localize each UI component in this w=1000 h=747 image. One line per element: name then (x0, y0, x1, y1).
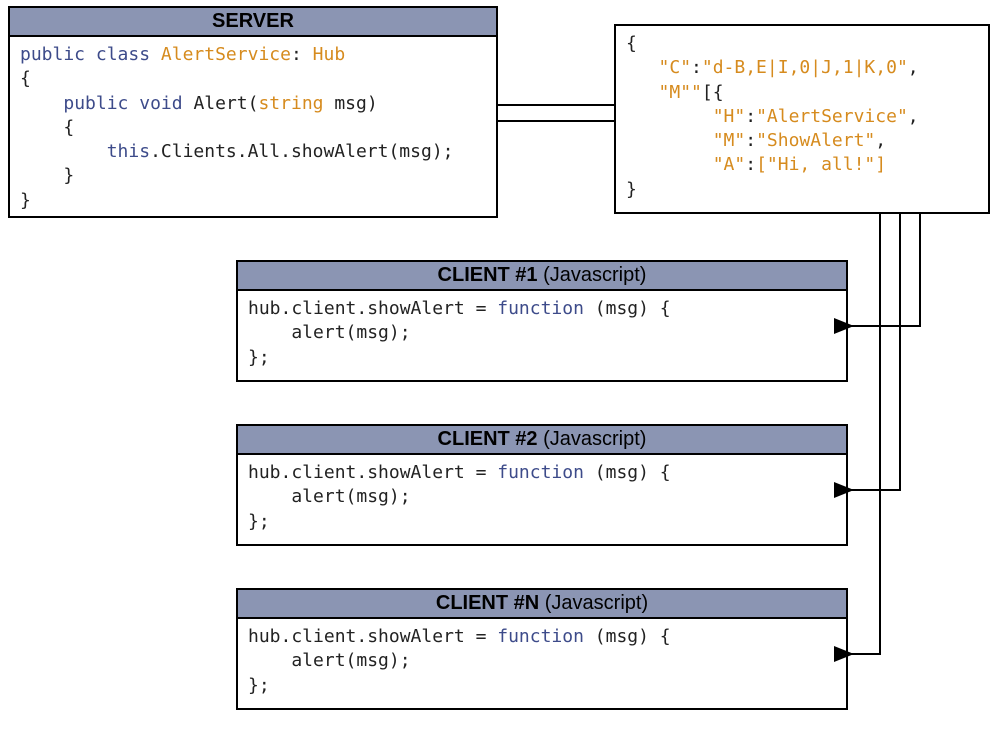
type-hub: Hub (313, 44, 346, 65)
json-m2-val: "ShowAlert" (756, 130, 875, 151)
kw-public-2: public (63, 93, 128, 114)
server-header: SERVER (10, 8, 496, 37)
kw-function-2: function (497, 462, 584, 483)
kw-public: public (20, 44, 85, 65)
clientn-header: CLIENT #N (Javascript) (238, 590, 846, 619)
method-alert: Alert (193, 93, 247, 114)
server-box: SERVER public class AlertService: Hub { … (8, 6, 498, 218)
client2-title-bold: CLIENT #2 (438, 428, 538, 450)
kw-this: this (107, 141, 150, 162)
clientn-box: CLIENT #N (Javascript) hub.client.showAl… (236, 588, 848, 710)
client1-code: hub.client.showAlert = function (msg) { … (238, 291, 846, 378)
client1-header: CLIENT #1 (Javascript) (238, 262, 846, 291)
json-h-key: "H" (713, 106, 746, 127)
kw-function-n: function (497, 626, 584, 647)
kw-void: void (139, 93, 182, 114)
client2-box: CLIENT #2 (Javascript) hub.client.showAl… (236, 424, 848, 546)
kw-function-1: function (497, 298, 584, 319)
param-msg: msg (334, 93, 367, 114)
type-alertservice: AlertService (161, 44, 291, 65)
client1-title-light: (Javascript) (538, 264, 647, 286)
json-to-client1 (850, 214, 920, 326)
client1-box: CLIENT #1 (Javascript) hub.client.showAl… (236, 260, 848, 382)
json-h-val: "AlertService" (756, 106, 908, 127)
call-chain: .Clients.All.showAlert(msg); (150, 141, 453, 162)
client2-header: CLIENT #2 (Javascript) (238, 426, 846, 455)
json-a-val: ["Hi, all!"] (756, 154, 886, 175)
client2-code: hub.client.showAlert = function (msg) { … (238, 455, 846, 542)
json-m-key: "M"" (659, 82, 702, 103)
type-string: string (258, 93, 323, 114)
clientn-title-bold: CLIENT #N (436, 592, 539, 614)
json-code: { "C":"d-B,E|I,0|J,1|K,0", "M""[{ "H":"A… (616, 26, 988, 210)
json-to-client2 (850, 214, 900, 490)
clientn-title-light: (Javascript) (539, 592, 648, 614)
json-m2-key: "M" (713, 130, 746, 151)
client2-title-light: (Javascript) (538, 428, 647, 450)
json-box: { "C":"d-B,E|I,0|J,1|K,0", "M""[{ "H":"A… (614, 24, 990, 214)
clientn-code: hub.client.showAlert = function (msg) { … (238, 619, 846, 706)
kw-class: class (96, 44, 150, 65)
json-c-val: "d-B,E|I,0|J,1|K,0" (702, 57, 908, 78)
json-to-clientn (850, 214, 880, 654)
server-code: public class AlertService: Hub { public … (10, 37, 496, 221)
client1-title-bold: CLIENT #1 (438, 264, 538, 286)
json-a-key: "A" (713, 154, 746, 175)
json-c-key: "C" (659, 57, 692, 78)
